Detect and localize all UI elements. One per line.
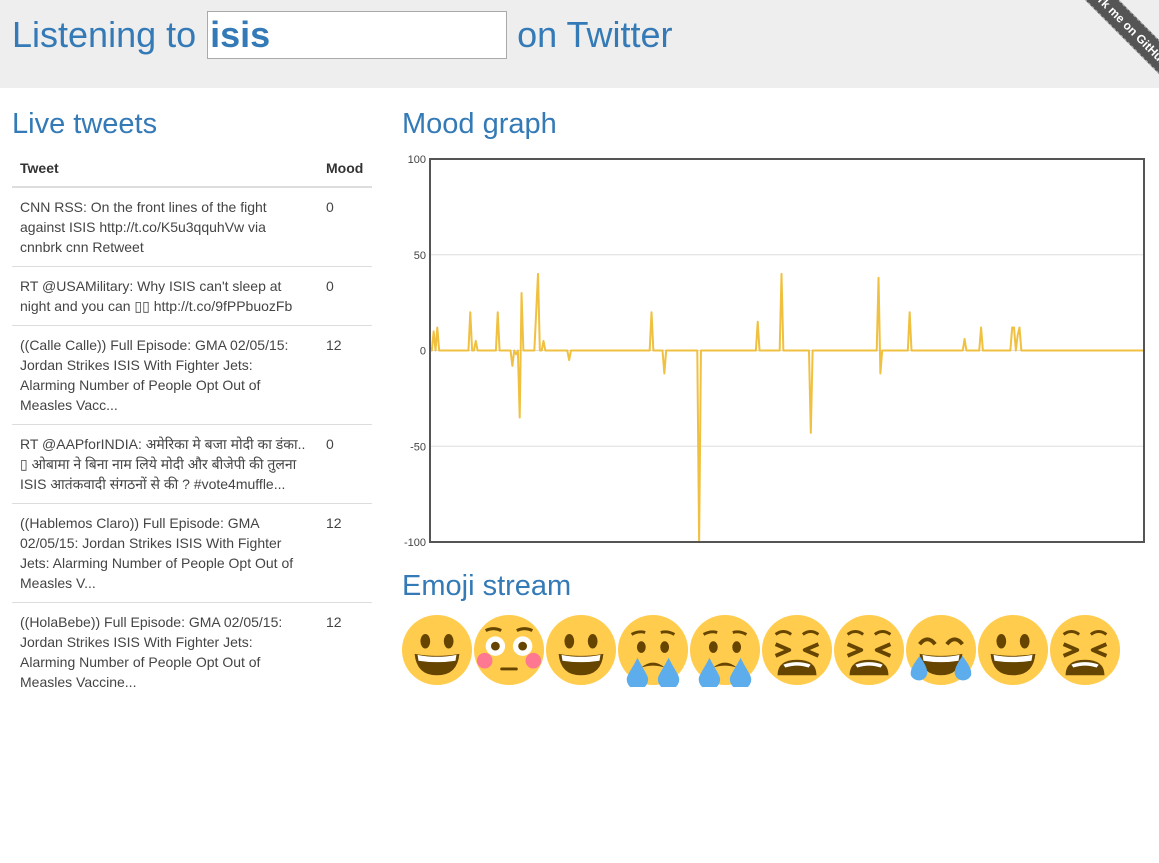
crying-face-icon [617, 613, 689, 690]
topic-input[interactable] [207, 11, 508, 59]
tweet-mood: 12 [318, 503, 372, 603]
grinning-face-icon [401, 613, 473, 687]
plot-frame [429, 158, 1145, 543]
tweet-text: RT @USAMilitary: Why ISIS can't sleep at… [12, 266, 318, 326]
fork-ribbon-link[interactable]: Fork me on GitHub [1066, 0, 1159, 88]
tweet-text: ((Hablemos Claro)) Full Episode: GMA 02/… [12, 503, 318, 603]
tweet-mood: 0 [318, 424, 372, 504]
tweet-mood: 0 [318, 266, 372, 326]
y-tick-label: 0 [420, 346, 426, 358]
header: Listening to on Twitter Fork me on GitHu… [0, 0, 1159, 88]
mood-graph-chart: 100 50 0 -50 -100 [404, 154, 1145, 548]
crying-face-icon [689, 613, 761, 690]
table-header-row: Tweet Mood [12, 150, 372, 188]
weary-face-icon [761, 613, 833, 687]
live-tweets-heading: Live tweets [12, 108, 158, 140]
tweet-text: RT @AAPforINDIA: अमेरिका मे बजा मोदी का … [12, 424, 318, 504]
table-row: CNN RSS: On the front lines of the fight… [12, 187, 372, 267]
emoji-stream-heading: Emoji stream [402, 570, 572, 602]
tweet-text: ((Calle Calle)) Full Episode: GMA 02/05/… [12, 325, 318, 425]
table-row: ((Calle Calle)) Full Episode: GMA 02/05/… [12, 325, 372, 425]
tears-of-joy-face-icon [905, 613, 977, 687]
grinning-face-icon [545, 613, 617, 687]
table-row: RT @USAMilitary: Why ISIS can't sleep at… [12, 266, 372, 326]
grinning-face-icon [977, 613, 1049, 687]
mood-graph-heading: Mood graph [402, 108, 557, 140]
header-prefix: Listening to [12, 14, 197, 55]
flushed-face-icon [473, 613, 545, 687]
mood-series-line [430, 272, 1144, 543]
column-header-tweet: Tweet [12, 150, 318, 188]
weary-face-icon [833, 613, 905, 687]
header-title: Listening to on Twitter [12, 11, 673, 59]
tweet-mood: 12 [326, 614, 342, 630]
tweets-table: Tweet Mood CNN RSS: On the front lines o… [12, 150, 372, 701]
header-suffix: on Twitter [517, 14, 673, 55]
table-row: ((Hablemos Claro)) Full Episode: GMA 02/… [12, 503, 372, 603]
tweet-mood: 12 [318, 325, 372, 425]
y-tick-label: 50 [414, 250, 426, 262]
emoji-stream [401, 613, 1121, 690]
tweet-text: ((HolaBebe)) Full Episode: GMA 02/05/15:… [20, 614, 283, 690]
weary-face-icon [1049, 613, 1121, 687]
column-header-mood: Mood [318, 150, 372, 188]
table-row: RT @AAPforINDIA: अमेरिका मे बजा मोदी का … [12, 424, 372, 504]
y-tick-label: 100 [408, 154, 426, 166]
table-row: ((HolaBebe)) Full Episode: GMA 02/05/15:… [12, 603, 372, 702]
y-tick-label: -100 [404, 537, 426, 548]
tweet-text: CNN RSS: On the front lines of the fight… [12, 187, 318, 267]
tweet-mood: 0 [318, 187, 372, 267]
y-tick-label: -50 [410, 441, 426, 453]
